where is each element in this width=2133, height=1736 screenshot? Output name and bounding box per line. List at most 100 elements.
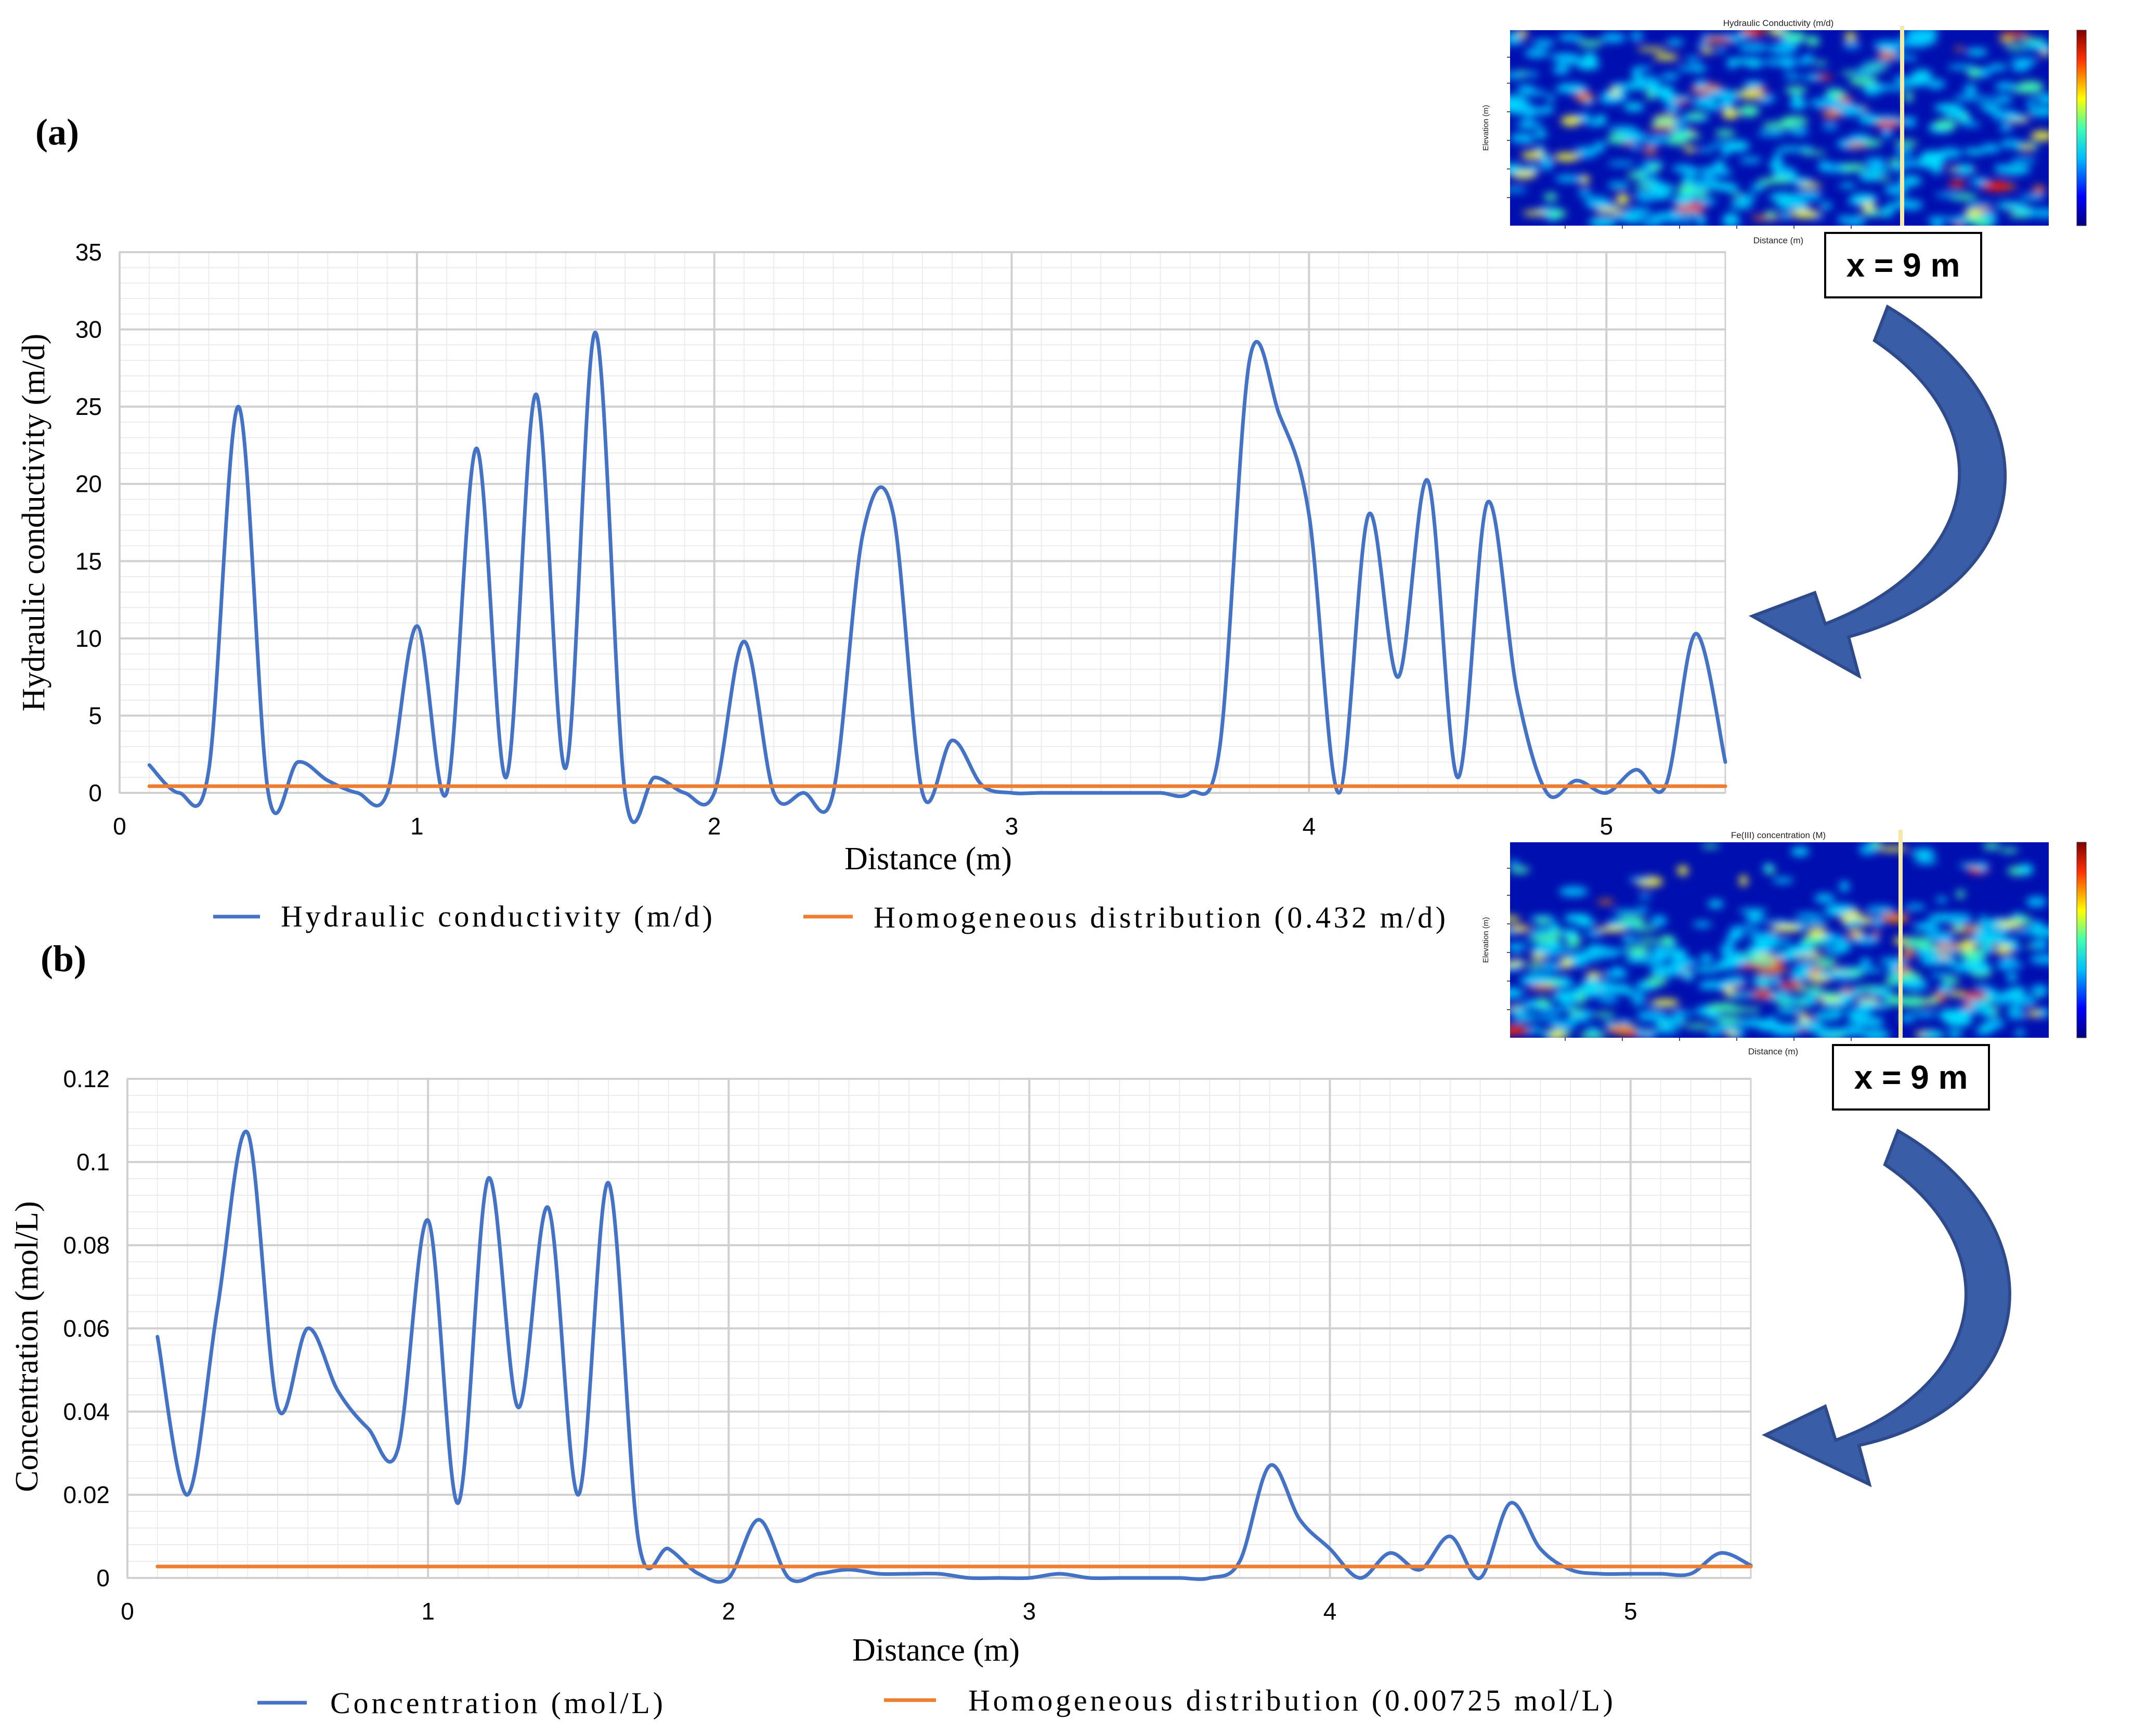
heatmap-blob bbox=[1902, 948, 1914, 960]
inset-2-callout-box bbox=[1832, 1044, 1990, 1111]
heatmap-blob bbox=[1871, 931, 1881, 937]
heatmap-blob bbox=[1776, 1008, 1804, 1014]
heatmap-blob bbox=[1762, 920, 1789, 924]
heatmap-blob bbox=[1780, 116, 1808, 126]
heatmap-blob bbox=[1625, 990, 1635, 996]
heatmap-blob bbox=[1878, 42, 1903, 53]
heatmap-blob bbox=[1958, 939, 1976, 951]
heatmap-blob bbox=[1776, 30, 1790, 34]
heatmap-blob bbox=[1935, 192, 1960, 198]
y-tick-label: 0.08 bbox=[63, 1232, 110, 1259]
heatmap-blob bbox=[1773, 166, 1796, 178]
heatmap-blob bbox=[1803, 994, 1816, 1006]
heatmap-blob bbox=[1580, 113, 1592, 124]
heatmap-blob bbox=[1982, 181, 2011, 192]
x-tick-label: 4 bbox=[1323, 1598, 1337, 1625]
y-tick-label: 10 bbox=[75, 625, 102, 652]
heatmap-blob bbox=[1566, 936, 1582, 947]
heatmap-blob bbox=[1921, 921, 1936, 931]
heatmap-blob bbox=[1839, 997, 1855, 1003]
y-tick-label: 0.1 bbox=[76, 1148, 110, 1176]
heatmap-blob bbox=[1596, 926, 1628, 932]
heatmap-blob bbox=[1933, 120, 1957, 130]
heatmap-blob bbox=[1999, 960, 2011, 971]
inset-2-y-label: Elevation (m) bbox=[1481, 917, 1490, 963]
heatmap-blob bbox=[2006, 972, 2018, 983]
heatmap-blob bbox=[1580, 62, 1597, 68]
heatmap-blob bbox=[1510, 860, 1520, 866]
heatmap-blob bbox=[1859, 844, 1877, 855]
heatmap-blob bbox=[1877, 989, 1893, 998]
heatmap-blob bbox=[1896, 965, 1910, 974]
heatmap-blob bbox=[1895, 148, 1914, 156]
heatmap-blob bbox=[2026, 896, 2047, 908]
heatmap-blob bbox=[1598, 998, 1619, 1003]
heatmap-blob bbox=[1585, 1026, 1600, 1034]
heatmap-blob bbox=[2015, 1029, 2025, 1037]
heatmap-blob bbox=[1851, 69, 1879, 75]
heatmap-blob bbox=[1783, 997, 1800, 1004]
heatmap-blob bbox=[1630, 31, 1643, 41]
chart-a-series bbox=[147, 330, 1727, 824]
heatmap-blob bbox=[1634, 76, 1661, 87]
heatmap-blob bbox=[1730, 993, 1760, 997]
heatmap-blob bbox=[1800, 151, 1827, 155]
heatmap-blob bbox=[1536, 1015, 1559, 1021]
y-tick-label: 0 bbox=[96, 1564, 110, 1591]
heatmap-blob bbox=[1935, 897, 1948, 903]
heatmap-blob bbox=[1966, 48, 1988, 56]
heatmap-blob bbox=[1586, 202, 1617, 209]
heatmap-blob bbox=[1811, 100, 1828, 108]
heatmap-blob bbox=[1725, 937, 1736, 946]
heatmap-blob bbox=[1724, 986, 1734, 996]
heatmap-blob bbox=[1552, 991, 1579, 1003]
heatmap-blob bbox=[1524, 999, 1538, 1010]
heatmap-blob bbox=[1600, 33, 1626, 43]
heatmap-blob bbox=[1693, 921, 1712, 928]
heatmap-blob bbox=[2029, 927, 2049, 937]
heatmap-blob bbox=[1900, 1013, 1915, 1023]
chart-a-legend: Hydraulic conductivity (m/d) Homogeneous… bbox=[213, 899, 1446, 934]
series-line-primary bbox=[147, 330, 1727, 824]
heatmap-blob bbox=[1656, 972, 1688, 977]
heatmap-blob bbox=[1631, 145, 1641, 150]
y-tick-label: 0.06 bbox=[63, 1315, 110, 1342]
heatmap-blob bbox=[1681, 212, 1700, 217]
heatmap-blob bbox=[1693, 967, 1721, 973]
heatmap-blob bbox=[1739, 963, 1763, 969]
heatmap-blob bbox=[1697, 147, 1715, 152]
heatmap-blob bbox=[1622, 936, 1633, 944]
heatmap-blob bbox=[1771, 1025, 1802, 1036]
heatmap-blob bbox=[1769, 192, 1797, 202]
heatmap-blob bbox=[2030, 954, 2049, 964]
heatmap-blob bbox=[1907, 55, 1917, 61]
heatmap-blob bbox=[1510, 987, 1520, 995]
heatmap-blob bbox=[1665, 134, 1688, 146]
x-tick-label: 0 bbox=[113, 813, 126, 840]
heatmap-blob bbox=[2011, 63, 2030, 72]
heatmap-blob bbox=[1549, 1020, 1577, 1030]
heatmap-blob bbox=[1720, 101, 1731, 109]
heatmap-blob bbox=[1649, 949, 1676, 954]
heatmap-blob bbox=[1779, 212, 1792, 219]
heatmap-blob bbox=[1631, 991, 1646, 1001]
heatmap-blob bbox=[1531, 934, 1561, 943]
heatmap-blob bbox=[1510, 926, 1532, 931]
heatmap-blob bbox=[1904, 30, 1934, 37]
heatmap-blob bbox=[1746, 913, 1764, 923]
inset-2-colorbar bbox=[2076, 842, 2087, 1038]
inset-2-x-label: Distance (m) bbox=[1748, 1047, 1798, 1056]
heatmap-blob bbox=[1723, 213, 1739, 222]
heatmap-blob bbox=[1750, 1008, 1760, 1013]
heatmap-blob bbox=[1715, 129, 1735, 137]
heatmap-blob bbox=[2005, 45, 2026, 50]
heatmap-blob bbox=[1737, 1020, 1758, 1027]
heatmap-blob bbox=[1967, 68, 1982, 78]
heatmap-blob bbox=[1631, 70, 1642, 80]
heatmap-blob bbox=[1627, 946, 1647, 955]
heatmap-blob bbox=[1765, 210, 1776, 219]
heatmap-blob bbox=[1914, 858, 1938, 865]
inset-1-callout-box bbox=[1824, 232, 1982, 298]
heatmap-blob bbox=[1750, 184, 1765, 191]
heatmap-blob bbox=[1510, 102, 1520, 112]
